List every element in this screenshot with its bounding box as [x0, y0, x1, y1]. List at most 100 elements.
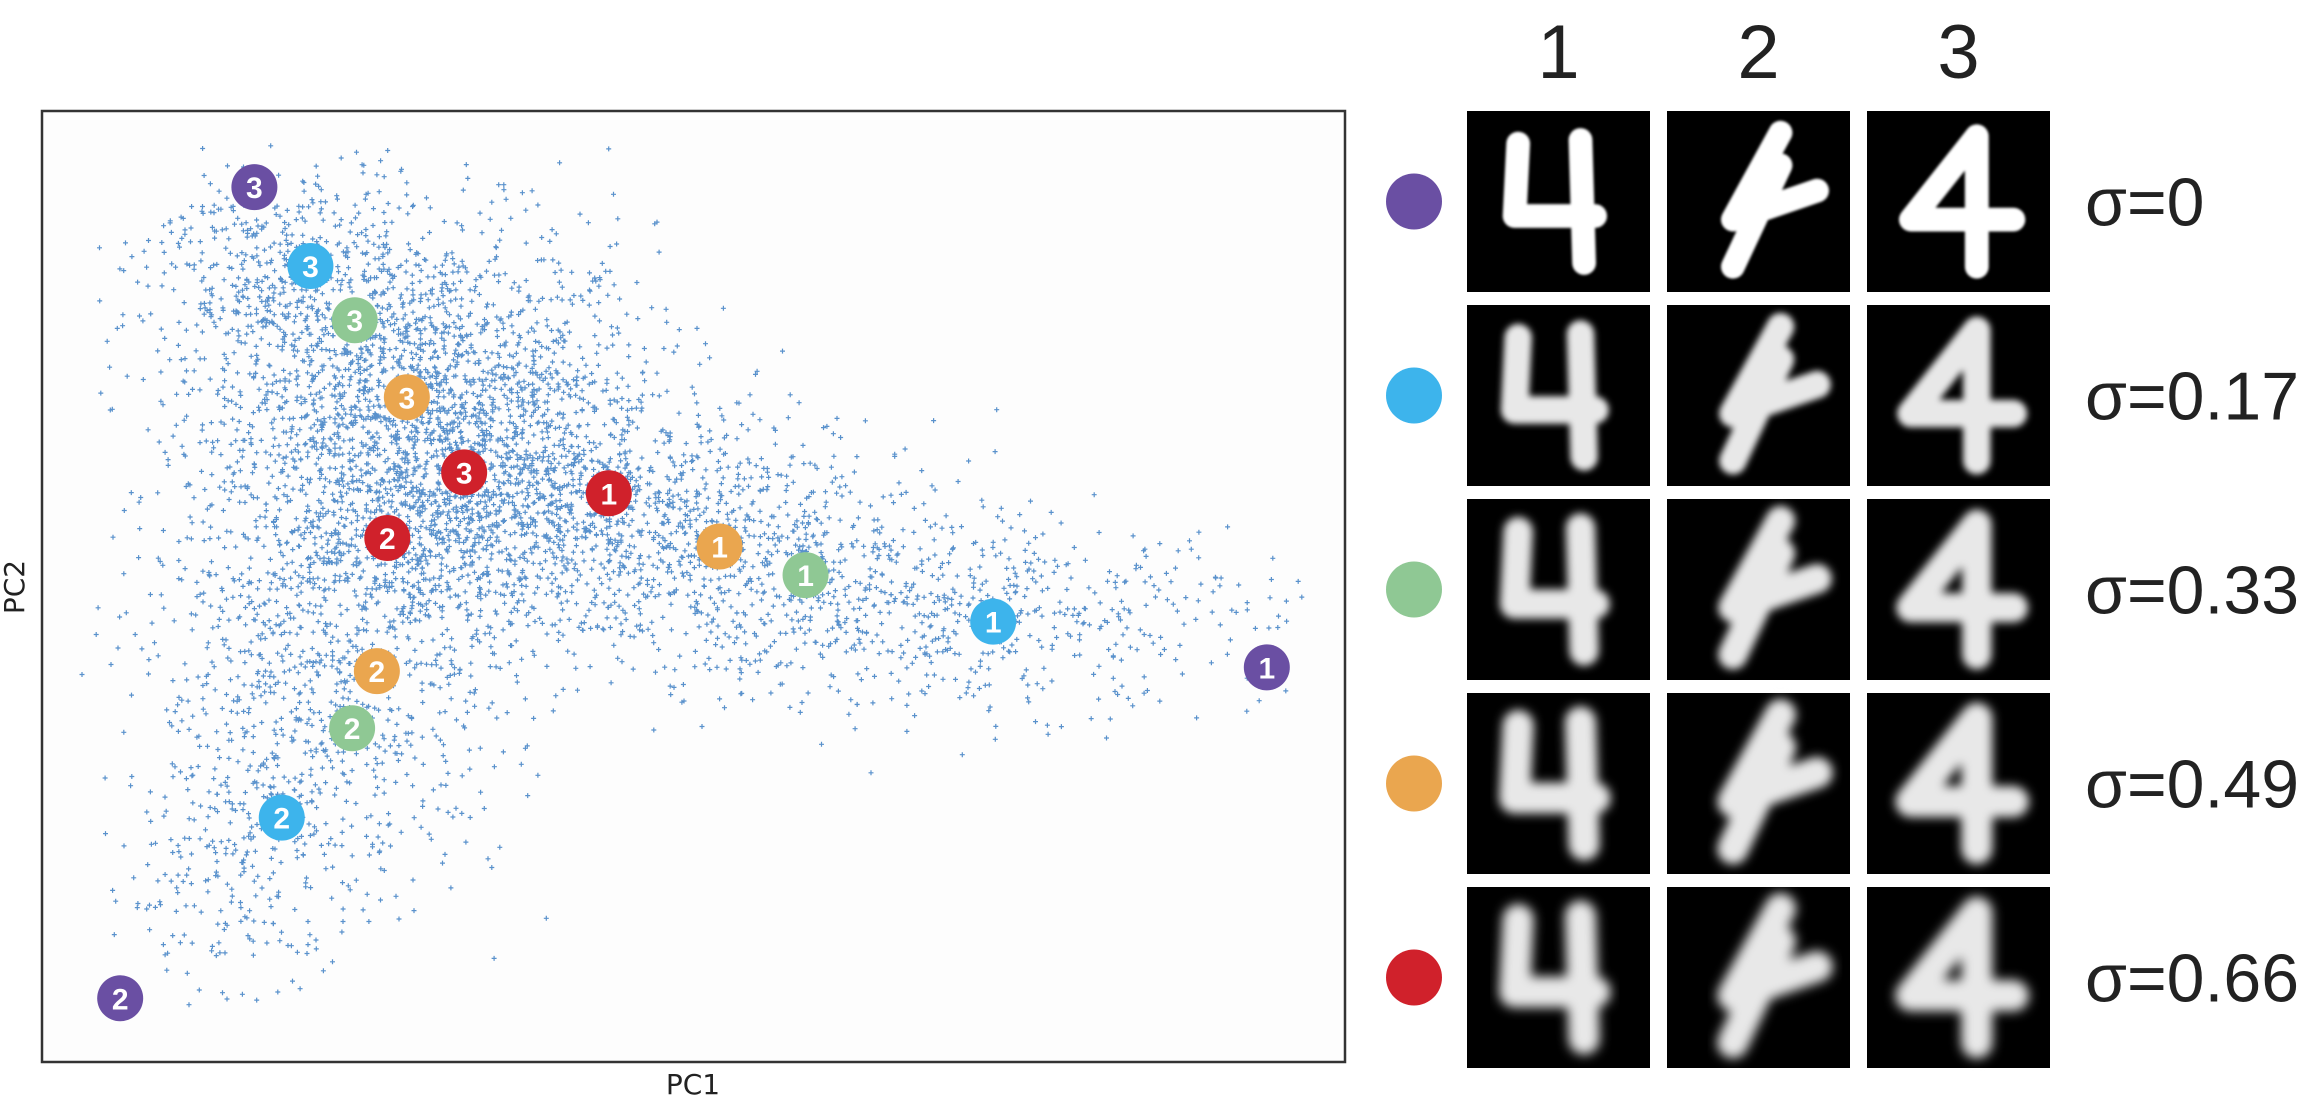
marker-label: 2 — [379, 523, 396, 556]
digit-image-background — [1467, 111, 1650, 292]
digit-image-row2-col2 — [1667, 499, 1850, 680]
marker-label: 3 — [302, 251, 319, 284]
marker-label: 1 — [985, 607, 1002, 640]
marker-series1-point1: 1 — [970, 598, 1017, 645]
background-point-cloud — [79, 143, 1305, 1008]
digit-image-row1-col1 — [1467, 305, 1650, 486]
digit-four-glyph — [1896, 509, 2029, 670]
digit-four-glyph — [1718, 506, 1832, 670]
digit-image-row4-col1 — [1467, 887, 1650, 1068]
marker-series2-point2: 2 — [329, 705, 376, 752]
marker-circle — [231, 164, 278, 211]
digit-image-row1-col2 — [1667, 305, 1850, 486]
digit-four-glyph — [1717, 893, 1833, 1059]
digit-image-row3-col3 — [1867, 693, 2050, 874]
row-color-dot-3 — [1386, 755, 1442, 812]
background-points — [79, 143, 1305, 1008]
digit-four-glyph — [1721, 120, 1829, 279]
digit-image-row0-col2 — [1667, 111, 1850, 292]
marker-series0-point1: 1 — [1243, 644, 1290, 691]
marker-label: 3 — [346, 305, 363, 338]
sigma-label-row2: σ=0.33 — [2085, 553, 2299, 629]
marker-series2-point1: 1 — [782, 552, 829, 599]
image-grid: 1 2 3 σ=0 σ=0.17 σ=0.33 σ=0.49 σ=0.66 — [1386, 10, 2299, 1068]
marker-circle — [97, 975, 144, 1022]
marker-series3-point1: 1 — [696, 523, 743, 570]
marker-circle — [585, 470, 632, 517]
marker-circle — [970, 598, 1017, 645]
marker-label: 2 — [112, 983, 129, 1016]
digit-image-row3-col2 — [1667, 693, 1850, 874]
marker-series3-point2: 2 — [353, 648, 400, 695]
marker-label: 2 — [369, 656, 386, 689]
digit-image-row2-col1 — [1467, 499, 1650, 680]
digit-four-glyph — [1899, 124, 2026, 279]
marker-circle — [782, 552, 829, 599]
marker-circle — [383, 374, 430, 421]
marker-label: 1 — [1258, 652, 1275, 685]
column-label-1: 1 — [1537, 10, 1579, 95]
marker-label: 3 — [398, 382, 415, 415]
row-color-dot-0 — [1386, 173, 1442, 230]
marker-label: 1 — [797, 560, 814, 593]
digit-four-glyph — [1895, 702, 2029, 865]
marker-circle — [331, 297, 378, 344]
marker-label: 3 — [246, 172, 263, 205]
digit-image-row0-col1 — [1467, 111, 1650, 292]
digit-four-glyph — [1500, 320, 1609, 471]
digit-image-row2-col3 — [1867, 499, 2050, 680]
digit-four-glyph — [1897, 316, 2028, 475]
digit-image-row4-col3 — [1867, 887, 2050, 1068]
digit-four-glyph — [1499, 706, 1611, 861]
digit-image-row3-col1 — [1467, 693, 1650, 874]
digit-four-glyph — [1717, 699, 1833, 865]
digit-four-glyph — [1895, 896, 2029, 1059]
marker-circle — [258, 794, 305, 841]
row-color-dot-2 — [1386, 561, 1442, 618]
digit-four-glyph — [1719, 313, 1831, 475]
sigma-label-row4: σ=0.66 — [2085, 941, 2299, 1017]
sigma-label-row3: σ=0.49 — [2085, 747, 2299, 823]
sigma-markers: 1 2 3 1 2 3 1 2 3 1 2 3 1 2 3 — [97, 164, 1290, 1022]
scatter-plot: 1 2 3 1 2 3 1 2 3 1 2 3 1 2 3 PC1 PC2 — [0, 109, 1347, 1096]
marker-circle — [287, 243, 334, 290]
marker-series3-point3: 3 — [383, 374, 430, 421]
marker-series1-point3: 3 — [287, 243, 334, 290]
digit-image-row0-col3 — [1867, 111, 2050, 292]
marker-circle — [353, 648, 400, 695]
marker-series4-point3: 3 — [441, 449, 488, 496]
marker-circle — [329, 705, 376, 752]
marker-series0-point3: 3 — [231, 164, 278, 211]
digit-image-background — [1467, 305, 1650, 486]
sigma-label-row0: σ=0 — [2085, 165, 2205, 241]
row-color-dot-4 — [1386, 949, 1442, 1006]
marker-label: 1 — [600, 478, 617, 511]
marker-circle — [696, 523, 743, 570]
marker-series2-point3: 3 — [331, 297, 378, 344]
marker-series4-point1: 1 — [585, 470, 632, 517]
marker-label: 3 — [456, 457, 473, 490]
column-label-2: 2 — [1737, 10, 1779, 95]
digit-four-glyph — [1502, 128, 1607, 275]
marker-circle — [364, 514, 411, 561]
sigma-label-row1: σ=0.17 — [2085, 359, 2299, 435]
digit-four-glyph — [1499, 900, 1611, 1055]
marker-label: 2 — [344, 713, 361, 746]
digit-image-background — [1867, 111, 2050, 292]
column-label-3: 3 — [1937, 10, 1979, 95]
plot-frame — [40, 109, 1347, 1064]
marker-label: 2 — [273, 803, 290, 836]
marker-series0-point2: 2 — [97, 975, 144, 1022]
row-color-dot-1 — [1386, 367, 1442, 424]
marker-circle — [441, 449, 488, 496]
y-axis-label: PC2 — [0, 560, 31, 614]
marker-label: 1 — [711, 532, 728, 565]
digit-four-glyph — [1499, 513, 1610, 666]
marker-series1-point2: 2 — [258, 794, 305, 841]
digit-image-row4-col2 — [1667, 887, 1850, 1068]
x-axis-label: PC1 — [666, 1068, 720, 1096]
digit-image-row1-col3 — [1867, 305, 2050, 486]
marker-circle — [1243, 644, 1290, 691]
marker-series4-point2: 2 — [364, 514, 411, 561]
